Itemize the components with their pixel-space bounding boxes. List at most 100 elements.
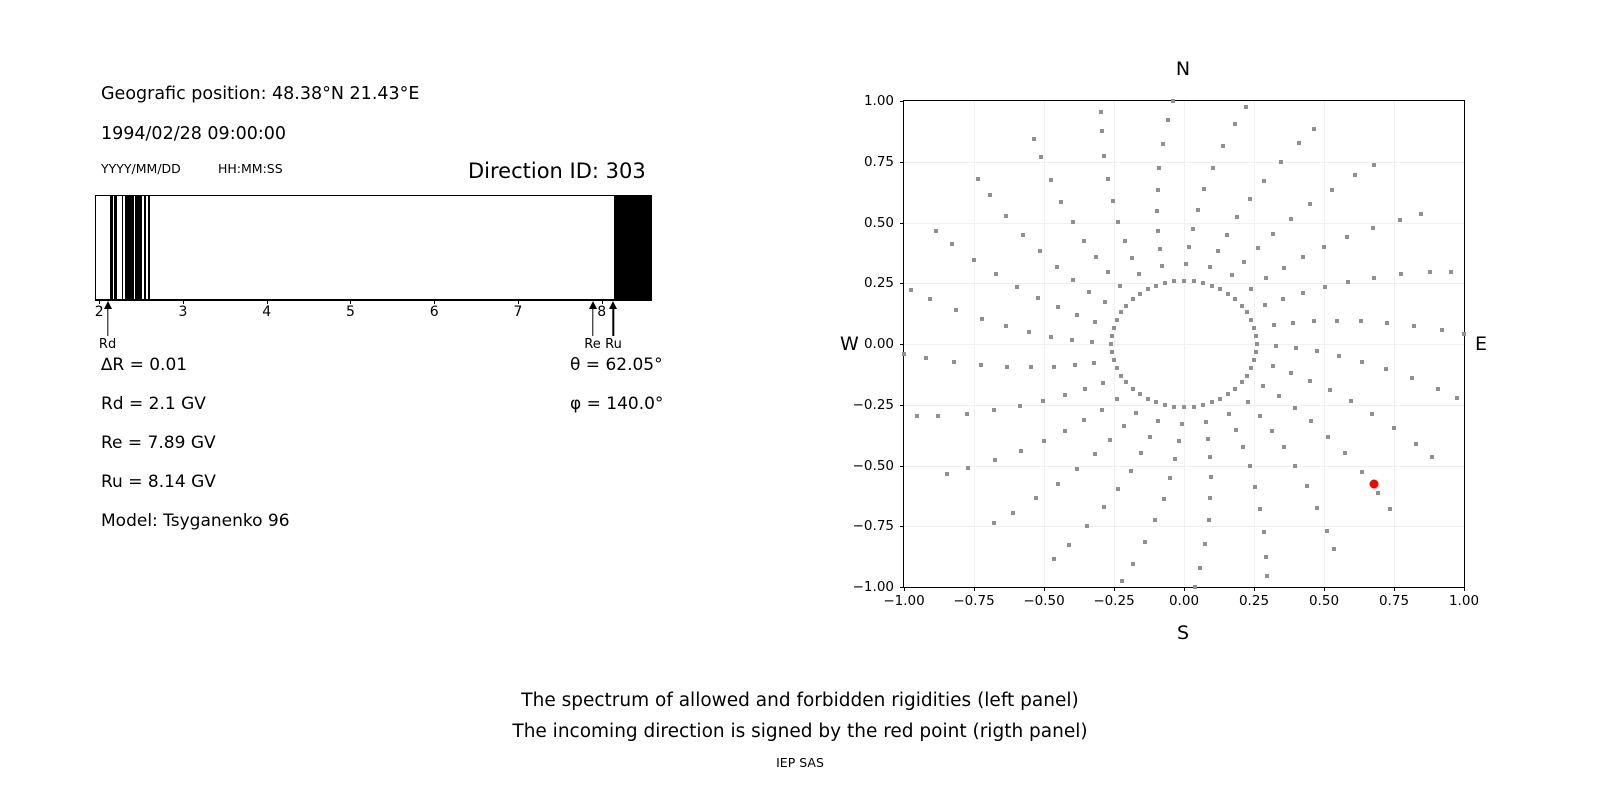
direction-dot [1056, 305, 1061, 309]
direction-dot [1051, 364, 1056, 369]
x-axis-tick-label: −1.00 [883, 593, 925, 609]
direction-dot [1066, 543, 1071, 548]
direction-dot [1204, 419, 1209, 424]
direction-dot [1155, 228, 1160, 233]
direction-dot [1048, 178, 1053, 183]
direction-dot [1409, 375, 1414, 380]
direction-dot [1270, 364, 1275, 369]
direction-dot [1233, 386, 1238, 391]
direction-dot [1413, 442, 1418, 447]
direction-dot [1304, 483, 1309, 488]
direction-dot [1177, 439, 1182, 444]
direction-dot [1218, 396, 1223, 401]
param-re: Re = 7.89 GV [101, 433, 216, 453]
compass-label-west: W [840, 333, 859, 355]
x-axis-tick [1254, 587, 1255, 591]
arrow-up-icon [103, 301, 112, 309]
direction-dot [1159, 264, 1164, 269]
direction-dot [1089, 340, 1094, 345]
direction-dot [1322, 245, 1327, 250]
arrow-shaft [106, 308, 109, 336]
direction-dot [1082, 238, 1087, 243]
direction-dot [1202, 187, 1207, 192]
direction-dot [966, 466, 971, 471]
direction-dot [1252, 358, 1257, 363]
axis-tick-label: 8 [597, 304, 607, 320]
direction-dot [1293, 346, 1298, 351]
direction-dot [1109, 333, 1114, 338]
direction-dot [1172, 279, 1177, 284]
direction-dot [1331, 547, 1336, 552]
direction-dot [908, 288, 913, 293]
direction-dot [954, 308, 959, 313]
direction-dot [1247, 197, 1252, 202]
direction-dot [1346, 280, 1351, 285]
direction-dot [1288, 371, 1293, 376]
direction-dot [1226, 291, 1231, 296]
direction-dot [1271, 231, 1276, 236]
direction-dot [1291, 320, 1296, 325]
y-axis-tick [900, 101, 904, 102]
incoming-direction-marker [1369, 479, 1379, 489]
direction-dot [1155, 209, 1160, 214]
direction-dot [923, 355, 928, 360]
direction-dot [1239, 380, 1244, 385]
direction-dot [1210, 166, 1215, 171]
direction-dot [1265, 574, 1270, 579]
direction-dot [1186, 244, 1191, 249]
direction-dot [1059, 200, 1064, 205]
direction-dot [1440, 328, 1445, 332]
direction-dot [1110, 199, 1115, 204]
gridline-horizontal [904, 465, 1464, 467]
direction-dot [1239, 303, 1244, 308]
direction-dot [1359, 470, 1364, 475]
direction-dot [1391, 425, 1396, 430]
arrow-shaft [612, 308, 615, 336]
direction-dot [1262, 530, 1267, 535]
direction-dot [1336, 353, 1341, 358]
direction-dot [1049, 334, 1054, 339]
direction-dot [1111, 358, 1116, 363]
direction-dot [1153, 517, 1158, 522]
direction-dot [1397, 217, 1402, 222]
direction-dot [1274, 343, 1279, 348]
direction-dot [1312, 126, 1317, 131]
axis-tick [266, 300, 268, 304]
direction-dot [1307, 378, 1312, 383]
direction-dot [1190, 226, 1195, 231]
direction-dot [1418, 212, 1423, 217]
gridline-horizontal [904, 344, 1464, 345]
direction-dot [1111, 325, 1116, 330]
direction-dot [1376, 490, 1381, 495]
direction-dot [1191, 279, 1196, 284]
y-axis-tick [900, 404, 904, 406]
direction-dot [1258, 506, 1263, 511]
direction-id-text: Direction ID: 303 [468, 159, 646, 183]
direction-dot [1157, 165, 1162, 170]
direction-dot [965, 411, 970, 416]
direction-dot [1124, 380, 1129, 385]
direction-dot [1160, 142, 1165, 147]
param-delta-r: ∆R = 0.01 [101, 355, 188, 375]
direction-dot [1253, 484, 1258, 489]
y-axis-tick [900, 465, 904, 467]
direction-dot [1269, 428, 1274, 433]
direction-dot [993, 272, 998, 277]
direction-dot [1070, 337, 1075, 342]
datetime-text: 1994/02/28 09:00:00 [101, 124, 287, 144]
direction-dot [1182, 405, 1186, 410]
forbidden-band [110, 196, 113, 299]
direction-dot [1163, 280, 1168, 285]
caption-line-2: The incoming direction is signed by the … [512, 721, 1088, 742]
direction-dot [1261, 383, 1266, 388]
direction-dot [1101, 380, 1106, 385]
direction-dot [979, 317, 984, 322]
axis-line [95, 300, 652, 301]
direction-dot [1157, 247, 1162, 252]
direction-dot [1252, 325, 1257, 330]
direction-dot [1371, 163, 1376, 168]
direction-dot [1209, 400, 1214, 405]
x-axis-tick-label: 0.50 [1308, 593, 1340, 609]
rigidity-marker-label: Rd [98, 337, 117, 352]
param-phi: φ = 140.0° [570, 394, 664, 414]
